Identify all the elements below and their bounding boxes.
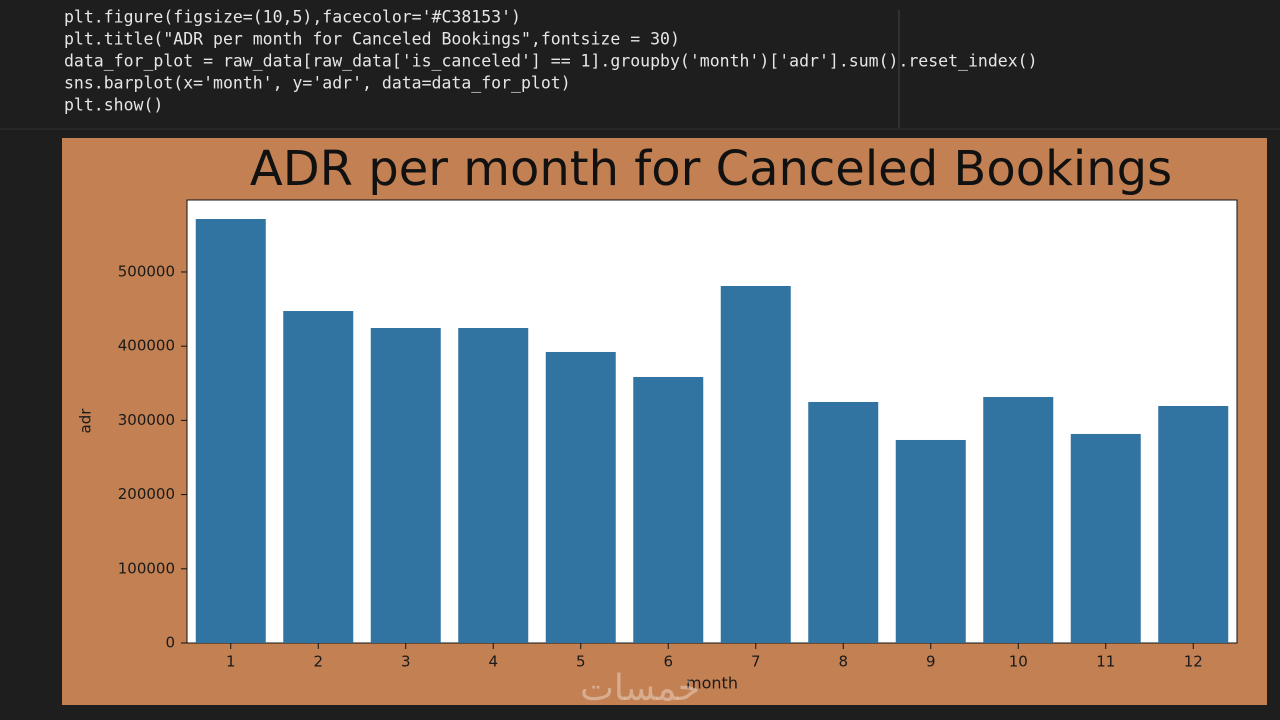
x-tick-label: 4	[488, 653, 498, 671]
y-tick-label: 100000	[118, 559, 175, 577]
x-tick-label: 1	[226, 653, 236, 671]
y-axis-label: adr	[77, 408, 95, 434]
bar	[1070, 433, 1141, 643]
bar	[1158, 405, 1229, 643]
code-line: plt.title("ADR per month for Canceled Bo…	[64, 30, 680, 49]
code-line: plt.show()	[64, 96, 163, 115]
y-tick-label: 400000	[118, 337, 175, 355]
code-line: sns.barplot(x='month', y='adr', data=dat…	[64, 74, 571, 93]
bar	[895, 439, 966, 643]
x-tick-label: 3	[401, 653, 411, 671]
x-tick-label: 10	[1009, 653, 1028, 671]
code-line: plt.figure(figsize=(10,5),facecolor='#C3…	[64, 8, 521, 27]
bar	[458, 328, 529, 643]
bar	[283, 311, 354, 643]
x-tick-label: 11	[1096, 653, 1115, 671]
x-tick-label: 9	[926, 653, 936, 671]
code-line: data_for_plot = raw_data[raw_data['is_ca…	[64, 52, 1038, 71]
y-tick-label: 200000	[118, 485, 175, 503]
bar	[370, 328, 441, 643]
bar	[633, 376, 704, 643]
bar	[983, 397, 1054, 643]
bar	[195, 218, 266, 643]
chart-title: ADR per month for Canceled Bookings	[250, 141, 1172, 197]
code-lines: plt.figure(figsize=(10,5),facecolor='#C3…	[64, 8, 1038, 115]
plot-area	[186, 199, 1238, 644]
y-tick-label: 0	[165, 634, 175, 652]
x-tick-label: 2	[313, 653, 323, 671]
bar	[808, 401, 879, 643]
x-axis-label: month	[686, 674, 738, 693]
x-tick-label: 8	[838, 653, 848, 671]
y-tick-label: 300000	[118, 411, 175, 429]
watermark: خمسات	[580, 668, 700, 709]
code-cell	[0, 0, 1280, 128]
x-tick-label: 7	[751, 653, 761, 671]
bar	[720, 286, 791, 643]
bar	[545, 351, 616, 643]
y-tick-label: 500000	[118, 262, 175, 280]
x-tick-label: 12	[1184, 653, 1203, 671]
x-tick-label: 5	[576, 653, 586, 671]
x-tick-label: 6	[663, 653, 673, 671]
